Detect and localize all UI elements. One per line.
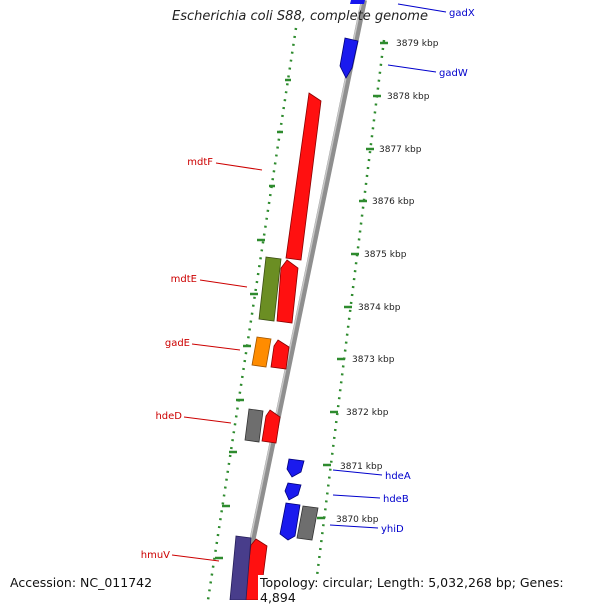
gene-label-hmuV: hmuV <box>141 550 170 561</box>
gene-gadE[interactable] <box>270 339 290 370</box>
gene-label-mdtF: mdtF <box>187 157 213 168</box>
leader-yhiD <box>329 524 379 529</box>
gene-mdtE-red[interactable] <box>276 259 299 324</box>
leader-mdtE <box>199 279 248 288</box>
leader-gadE <box>191 343 241 351</box>
gene-label-gadX: gadX <box>449 8 475 19</box>
genome-backbone-highlight <box>237 0 363 600</box>
gene-orange[interactable] <box>251 336 272 368</box>
gene-label-gadE: gadE <box>165 338 190 349</box>
gene-hdeB[interactable] <box>284 482 302 501</box>
gene-gadX[interactable] <box>350 0 365 4</box>
gene-hdeD[interactable] <box>261 409 281 444</box>
genome-backbone <box>237 0 367 600</box>
scale-label: 3877 kbp <box>379 145 422 155</box>
inner-ring-left <box>206 27 298 600</box>
gene-label-hdeB: hdeB <box>383 494 409 505</box>
scale-label: 3873 kbp <box>352 355 395 365</box>
map-title: Escherichia coli S88, complete genome <box>172 9 428 24</box>
gene-label-gadW: gadW <box>439 68 468 79</box>
scale-label: 3871 kbp <box>340 462 383 472</box>
scale-label: 3872 kbp <box>346 408 389 418</box>
topology-label: Topology: circular; Length: 5,032,268 bp… <box>258 575 600 605</box>
gene-unnamed-grey-right[interactable] <box>296 505 319 541</box>
leader-hmuV <box>171 554 220 562</box>
leader-hdeA <box>332 469 383 476</box>
gene-yhiD[interactable] <box>279 502 301 541</box>
gene-purple[interactable] <box>229 535 252 600</box>
leader-hdeD <box>183 416 232 424</box>
scale-label: 3870 kbp <box>336 515 379 525</box>
gene-label-mdtE: mdtE <box>171 274 197 285</box>
scale-label: 3879 kbp <box>396 39 439 49</box>
scale-label: 3875 kbp <box>364 250 407 260</box>
leader-mdtF <box>215 162 263 171</box>
gene-grey-left[interactable] <box>244 408 264 443</box>
gene-gadW[interactable] <box>339 37 359 79</box>
gene-label-yhiD: yhiD <box>381 524 404 535</box>
gene-olive[interactable] <box>258 256 282 322</box>
scale-ticks <box>317 41 388 520</box>
gene-mdtF[interactable] <box>285 92 322 261</box>
accession-label: Accession: NC_011742 <box>8 575 155 590</box>
gene-hdeA[interactable] <box>286 458 305 478</box>
leader-hdeB <box>332 494 381 499</box>
scale-label: 3876 kbp <box>372 197 415 207</box>
scale-label: 3878 kbp <box>387 92 430 102</box>
inner-ring-ticks <box>215 78 291 560</box>
scale-label: 3874 kbp <box>358 303 401 313</box>
leader-gadW <box>387 64 437 73</box>
gene-label-hdeD: hdeD <box>155 411 182 422</box>
leader-gadX <box>397 3 447 13</box>
gene-label-hdeA: hdeA <box>385 471 411 482</box>
